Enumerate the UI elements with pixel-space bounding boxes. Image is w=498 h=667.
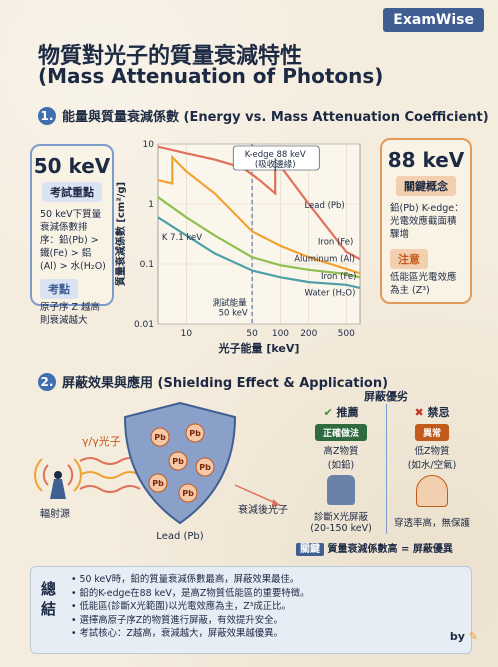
- pb-label: Pb: [152, 479, 164, 488]
- attenuated-ray: [234, 484, 281, 506]
- series-line: [157, 154, 361, 275]
- bad-tag: 異常: [414, 424, 449, 441]
- radiation-source-label: 輻射源: [40, 507, 70, 520]
- x-tick-label: 100: [272, 329, 289, 339]
- summary-list: 50 keV時，鉛的質量衰減係數最高，屏蔽效果最佳。 鉛的K-edge在88 k…: [71, 573, 310, 641]
- summary-item: 選擇高原子序Z的物質進行屏蔽，有效提升安全。: [71, 614, 309, 628]
- footer-text: by: [449, 630, 465, 643]
- right-card-point: 鉛(Pb) K-edge：光電效應截面積驟增: [390, 203, 464, 240]
- right-card-tag: 關鍵概念: [396, 176, 456, 196]
- left-info-card: 50 keV 考試重點 50 keV下質量衰減係數排序：鉛(Pb) > 鐵(Fe…: [30, 144, 114, 326]
- series-line: [157, 216, 361, 289]
- section-1-title: 能量與質量衰減係數 (Energy vs. Mass Attenuation C…: [62, 110, 489, 125]
- section-1-number: 1.: [38, 106, 56, 125]
- pb-label: Pb: [154, 433, 166, 442]
- summary-item: 鉛的K-edge在88 keV，是高Z物質低能區的重要特徵。: [71, 587, 310, 601]
- section-1-heading: 1. 能量與質量衰減係數 (Energy vs. Mass Attenuatio…: [38, 106, 489, 125]
- summary-item: 低能區(診斷X光範圍)以光電效應為主，Z³成正比。: [71, 600, 309, 614]
- comparison-title: 屏蔽優劣: [364, 390, 408, 403]
- bad-heading: 禁忌: [427, 406, 450, 419]
- pb-label: Pb: [199, 463, 211, 472]
- left-card-tag: 考試重點: [42, 182, 102, 202]
- shield-illustration: Pb Pb Pb Pb Pb Pb γ/γ光子 輻射源 Lead (Pb) 衰減…: [34, 401, 288, 542]
- cross-icon: ✖: [414, 406, 428, 419]
- series-label-water: Water (H₂O): [304, 288, 355, 298]
- page-title: 物質對光子的質量衰減特性: [38, 44, 303, 69]
- y-tick-label: 0.1: [140, 260, 154, 270]
- lead-shield-label: Lead (Pb): [156, 531, 203, 542]
- summary-heading: 總結: [41, 580, 57, 618]
- right-card-note: 低能區光電效應為主 (Z³): [390, 272, 457, 296]
- good-text-1: 高Z物質: [323, 446, 359, 457]
- series-line: [157, 145, 361, 261]
- pb-atoms: [148, 423, 215, 503]
- kedge-callout-box: [232, 145, 320, 171]
- x-tick-label: 200: [300, 329, 317, 339]
- radiation-source-icon: [34, 458, 82, 499]
- summary-box: 總結 50 keV時，鉛的質量衰減係數最高，屏蔽效果最佳。 鉛的K-edge在8…: [30, 566, 472, 654]
- pb-label: Pb: [172, 457, 184, 466]
- good-use-2: (20-150 keV): [310, 523, 372, 534]
- key-text: 質量衰減係數高 = 屏蔽優異: [327, 544, 453, 555]
- bad-text-2: (如水/空氣): [407, 460, 457, 471]
- good-text-2: (如鉛): [327, 460, 355, 471]
- summary-item: 50 keV時，鉛的質量衰減係數最高，屏蔽效果最佳。: [71, 573, 309, 587]
- check-icon: ✔: [323, 406, 337, 419]
- pb-label: Pb: [189, 429, 201, 438]
- bad-use: 穿透率高，無保護: [393, 518, 470, 529]
- x-axis-label: 光子能量 [keV]: [218, 341, 300, 355]
- shielding-comparison: 屏蔽優劣 ✔ 推薦 正確做法 高Z物質 (如鉛) 診斷X光屏蔽 (20-150 …: [296, 388, 476, 560]
- right-card-note-tag: 注意: [390, 249, 428, 269]
- test-energy-value: 50 keV: [219, 308, 248, 318]
- page-subtitle: (Mass Attenuation of Photons): [38, 64, 384, 88]
- k71-label: K 7.1 keV: [162, 233, 202, 243]
- left-card-note-tag: 考點: [40, 279, 78, 299]
- left-card-note: 原子序 Z 越高則衰減越大: [40, 302, 101, 326]
- y-tick-label: 1: [148, 200, 154, 210]
- brand-logo: ExamWise: [383, 8, 484, 32]
- x-tick-label: 10: [181, 329, 193, 339]
- x-tick-label: 500: [338, 329, 355, 339]
- section-2-heading: 2. 屏蔽效果與應用 (Shielding Effect & Applicati…: [38, 372, 388, 391]
- chart-plot-area: [157, 143, 361, 325]
- right-card-energy: 88 keV: [387, 148, 465, 172]
- section-2-title: 屏蔽效果與應用 (Shielding Effect & Application): [62, 376, 389, 391]
- series-line: [157, 196, 361, 279]
- comparison-divider: [386, 404, 387, 534]
- good-tag: 正確做法: [314, 424, 367, 441]
- good-heading: 推薦: [336, 406, 359, 419]
- key-tag: 關鍵: [296, 543, 324, 556]
- series-label-lead: Lead (Pb): [304, 201, 344, 211]
- summary-item: 考試核心：Z越高，衰減越大，屏蔽效果越優異。: [71, 627, 309, 641]
- series-label-iron-2: Iron (Fe): [321, 272, 356, 282]
- pencil-icon: ✎: [468, 630, 478, 643]
- right-info-card: 88 keV 關鍵概念 鉛(Pb) K-edge：光電效應截面積驟增 注意 低能…: [380, 138, 472, 304]
- attenuated-photon-label: 衰減後光子: [238, 503, 288, 516]
- pb-label: Pb: [182, 489, 194, 498]
- good-use-1: 診斷X光屏蔽: [313, 512, 368, 523]
- person-icon: [416, 475, 448, 507]
- section-2-number: 2.: [38, 372, 56, 391]
- gamma-photon-label: γ/γ光子: [82, 434, 121, 448]
- footer-by: by ✎: [450, 630, 478, 643]
- attenuation-chart: 10 50 100 200 500 10 1 0.1 0.01 光子能量 [keV] 質量衰減係數 …: [114, 140, 361, 355]
- series-label-aluminum: Aluminum (Al): [294, 255, 355, 265]
- left-card-energy: 50 keV: [33, 154, 111, 178]
- kedge-label: K-edge 88 keV: [245, 150, 306, 160]
- incoming-rays: [79, 457, 141, 493]
- y-tick-label: 10: [143, 140, 155, 150]
- series-label-iron: Iron (Fe): [318, 238, 353, 248]
- bad-text-1: 低Z物質: [414, 446, 450, 457]
- y-tick-label: 0.01: [134, 320, 154, 330]
- test-energy-label: 測試能量: [213, 297, 248, 308]
- x-tick-label: 50: [246, 329, 258, 339]
- lead-apron-icon: [327, 475, 355, 505]
- y-axis-label: 質量衰減係數 [cm²/g]: [114, 182, 127, 286]
- left-card-point: 50 keV下質量衰減係數排序：鉛(Pb) > 鐵(Fe) > 鋁(Al) > …: [40, 209, 106, 272]
